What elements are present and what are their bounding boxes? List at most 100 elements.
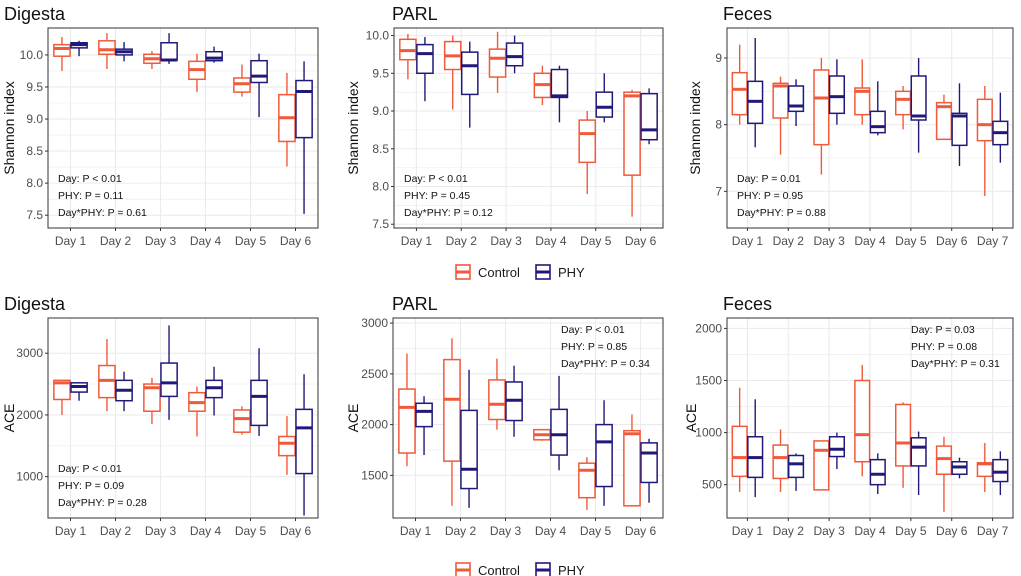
box-phy-day-4 [205, 366, 223, 416]
iqr-box [595, 91, 614, 118]
y-tick-label: 2000 [695, 321, 722, 335]
iqr-box [233, 409, 251, 433]
y-tick-label: 3000 [16, 346, 43, 360]
x-tick-label: Day 6 [625, 524, 657, 538]
box-phy-day-3 [160, 325, 178, 420]
annotation-text: Day*PHY: P = 0.31 [911, 358, 1000, 370]
iqr-box [623, 429, 641, 507]
iqr-box [443, 358, 461, 462]
y-tick-label: 8.5 [26, 144, 43, 158]
panel-2: 7.5 8.0 8.5 9.0 9.5 10.0 Day 1 Day 2 Day 3 Day 4 D… [345, 4, 664, 248]
annotation-text: Day: P = 0.01 [737, 173, 801, 185]
x-tick-label: Day 5 [235, 234, 267, 248]
x-tick-label: Day 6 [280, 524, 312, 538]
x-tick-label: Day 4 [854, 524, 886, 538]
x-tick-label: Day 3 [145, 234, 177, 248]
iqr-box [250, 59, 268, 84]
iqr-box [295, 408, 313, 475]
box-phy-day-2 [115, 42, 133, 62]
box-phy-day-5 [910, 431, 927, 496]
iqr-box [935, 101, 953, 141]
x-tick-label: Day 3 [813, 524, 845, 538]
iqr-box [640, 442, 658, 484]
box-phy-day-4 [869, 81, 886, 136]
panel-title: Feces [723, 294, 772, 314]
iqr-box [398, 388, 416, 454]
y-axis-label: Shannon index [687, 81, 703, 174]
iqr-box [772, 444, 789, 480]
x-tick-label: Day 5 [895, 234, 927, 248]
panel-6: 500 1000 1500 2000 Day 1 Day 2 Day 3 Day 4 Day 5… [683, 294, 1014, 538]
box-control-day-6 [935, 94, 953, 141]
y-axis-label: Shannon index [1, 81, 17, 174]
box-phy-day-6 [295, 374, 313, 516]
y-tick-label: 8.5 [372, 142, 389, 156]
panel-title: PARL [392, 294, 438, 314]
y-axis-label: Shannon index [345, 81, 361, 174]
box-control-day-3 [488, 358, 506, 430]
y-axis-label: ACE [683, 404, 699, 433]
box-phy-day-5 [595, 73, 614, 123]
y-tick-label: 8.0 [26, 176, 43, 190]
annotation-text: Day*PHY: P = 0.88 [737, 207, 826, 219]
annotation-text: PHY: P = 0.95 [737, 190, 803, 202]
box-control-day-7 [976, 86, 993, 196]
y-tick-label: 7.5 [26, 208, 43, 222]
annotation-text: PHY: P = 0.11 [58, 190, 123, 202]
box-phy-day-2 [115, 371, 133, 412]
legend-bottom: Control PHY [455, 562, 585, 576]
panel-title: Digesta [4, 4, 66, 24]
iqr-box [160, 41, 178, 61]
iqr-box [731, 71, 748, 116]
box-phy-day-3 [160, 33, 178, 64]
box-phy-day-4 [205, 46, 223, 63]
y-tick-label: 8.0 [372, 179, 389, 193]
x-tick-label: Day 2 [773, 524, 805, 538]
annotation-text: Day: P < 0.01 [58, 463, 122, 475]
iqr-box [813, 69, 830, 146]
box-phy-day-1 [70, 382, 88, 401]
plot-background [48, 318, 318, 518]
iqr-box [415, 402, 433, 428]
panel-3: 7 8 9 Day 1 Day 2 Day 3 Day 4 Day 5 Day 6 Day 7 Fe… [687, 4, 1014, 248]
plot-background [393, 318, 663, 518]
y-tick-label: 9 [715, 51, 722, 65]
x-tick-label: Day 2 [773, 234, 805, 248]
box-control-day-1 [53, 36, 71, 71]
box-control-day-5 [578, 111, 597, 195]
x-tick-label: Day 4 [190, 524, 222, 538]
box-control-day-7 [976, 443, 993, 492]
box-phy-day-3 [505, 35, 524, 74]
y-axis-label: ACE [1, 404, 17, 433]
box-phy-day-3 [828, 432, 846, 470]
annotation-text: PHY: P = 0.08 [911, 341, 977, 353]
box-control-day-6 [935, 436, 953, 512]
iqr-box [98, 40, 116, 56]
x-tick-label: Day 1 [732, 524, 764, 538]
panel-4: 1000 2000 3000 Day 1 Day 2 Day 3 Day 4 Day 5 Day… [1, 294, 319, 538]
y-tick-label: 2000 [16, 408, 43, 422]
box-control-day-2 [772, 429, 789, 492]
x-tick-label: Day 3 [490, 234, 522, 248]
annotation-text: Day: P < 0.01 [561, 324, 625, 336]
annotation-text: Day: P < 0.01 [58, 173, 122, 185]
panel-border [47, 317, 319, 519]
x-tick-label: Day 1 [732, 234, 764, 248]
annotation-text: Day: P < 0.01 [404, 173, 468, 185]
x-tick-label: Day 5 [895, 524, 927, 538]
box-phy-day-5 [595, 400, 613, 506]
x-tick-label: Day 2 [100, 524, 132, 538]
x-tick-label: Day 6 [625, 234, 657, 248]
x-tick-label: Day 1 [400, 524, 432, 538]
panel-title: Feces [723, 4, 772, 24]
y-tick-label: 9.0 [372, 104, 389, 118]
box-control-day-3 [488, 31, 507, 93]
y-tick-label: 2500 [361, 367, 388, 381]
y-tick-label: 2000 [361, 418, 388, 432]
box-control-day-6 [623, 89, 641, 217]
iqr-box [854, 379, 871, 463]
x-tick-label: Day 2 [446, 234, 478, 248]
iqr-box [935, 445, 953, 475]
y-tick-label: 1500 [361, 468, 388, 482]
